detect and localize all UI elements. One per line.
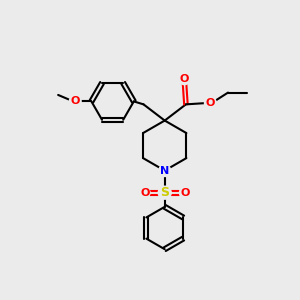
Circle shape xyxy=(179,188,190,198)
Text: O: O xyxy=(206,98,215,108)
Circle shape xyxy=(140,188,150,198)
Circle shape xyxy=(205,97,216,109)
Circle shape xyxy=(69,95,81,107)
Circle shape xyxy=(158,186,171,199)
Text: O: O xyxy=(180,74,189,84)
Text: S: S xyxy=(160,186,169,199)
Circle shape xyxy=(159,165,171,176)
Text: N: N xyxy=(160,166,169,176)
Text: O: O xyxy=(180,188,189,198)
Text: O: O xyxy=(70,96,80,106)
Circle shape xyxy=(178,73,190,85)
Text: O: O xyxy=(140,188,149,198)
